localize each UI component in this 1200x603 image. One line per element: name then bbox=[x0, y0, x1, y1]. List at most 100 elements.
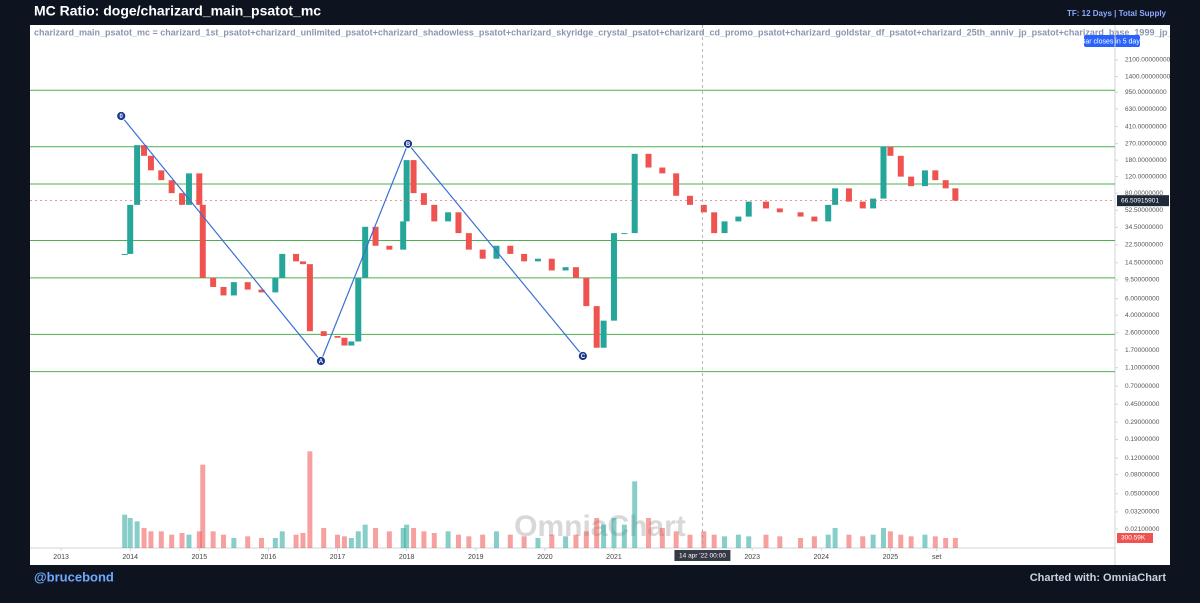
y-tick-label: 2.60000000 bbox=[1125, 329, 1160, 336]
volume-bar bbox=[621, 524, 627, 548]
candle bbox=[686, 195, 693, 205]
volume-bar bbox=[583, 531, 589, 548]
volume-bar bbox=[535, 538, 541, 548]
y-tick-label: 1.10000000 bbox=[1125, 365, 1160, 372]
y-tick-label: 0.19000000 bbox=[1125, 436, 1160, 443]
volume-label: 300.59K bbox=[1121, 535, 1146, 542]
pattern-point bbox=[403, 138, 413, 149]
crosshair-label: 14 apr '22 00:00 bbox=[679, 553, 726, 560]
candle bbox=[341, 337, 348, 346]
volume-bar bbox=[922, 534, 928, 548]
x-tick-label: 2015 bbox=[192, 554, 208, 561]
y-tick-label: 1.70000000 bbox=[1125, 347, 1160, 354]
volume-bar bbox=[763, 534, 769, 548]
volume-bar bbox=[421, 531, 427, 548]
candle bbox=[431, 204, 438, 222]
candle bbox=[306, 264, 313, 332]
volume-bar bbox=[169, 534, 175, 548]
volume-bar bbox=[221, 534, 227, 548]
candle bbox=[272, 277, 279, 293]
volume-bar bbox=[673, 531, 679, 548]
y-tick-label: 6.00000000 bbox=[1125, 295, 1160, 302]
x-tick-label: 2020 bbox=[537, 554, 553, 561]
volume-bar bbox=[122, 514, 128, 548]
volume-bar bbox=[386, 531, 392, 548]
candle bbox=[700, 204, 707, 213]
pattern-label: C bbox=[581, 354, 586, 360]
volume-bar bbox=[507, 534, 513, 548]
volume-bar bbox=[411, 528, 417, 548]
candle bbox=[897, 155, 904, 177]
candle bbox=[279, 253, 286, 278]
volume-bar bbox=[186, 534, 192, 548]
candle bbox=[168, 180, 175, 194]
credit: Charted with: OmniaChart bbox=[1030, 572, 1167, 584]
volume-label-bg bbox=[1117, 532, 1153, 543]
pattern-line bbox=[320, 143, 409, 362]
volume-bar bbox=[711, 534, 717, 548]
y-tick-label: 270.00000000 bbox=[1125, 140, 1167, 147]
candle bbox=[465, 233, 472, 250]
candle bbox=[445, 212, 452, 222]
candle bbox=[362, 226, 369, 278]
candle bbox=[355, 277, 362, 342]
volume-bar bbox=[777, 536, 783, 548]
author: @brucebond bbox=[34, 569, 114, 584]
y-tick-label: 9.50000000 bbox=[1125, 277, 1160, 284]
volume-bar bbox=[746, 536, 752, 548]
crosshair-label-bg bbox=[674, 550, 731, 561]
candle bbox=[645, 153, 652, 168]
candle bbox=[859, 201, 866, 209]
volume-bar bbox=[701, 531, 707, 548]
candle bbox=[121, 253, 128, 255]
pattern-point bbox=[316, 356, 326, 366]
candle bbox=[745, 201, 752, 217]
candle bbox=[293, 253, 300, 262]
candle bbox=[797, 212, 804, 217]
y-tick-label: 14.50000000 bbox=[1125, 259, 1163, 266]
candle bbox=[334, 336, 341, 338]
candle bbox=[600, 320, 607, 348]
candle bbox=[493, 245, 500, 259]
watermark: OmniaChart bbox=[514, 510, 686, 543]
candle bbox=[141, 145, 148, 156]
volume-bar bbox=[563, 536, 569, 548]
y-tick-label: 0.70000000 bbox=[1125, 383, 1160, 390]
y-tick-label: 2100.00000000 bbox=[1125, 57, 1171, 64]
pattern-point bbox=[577, 351, 588, 361]
candle bbox=[199, 204, 206, 278]
candle bbox=[179, 193, 186, 205]
volume-bar bbox=[210, 531, 216, 548]
plot: 2100.00000000 1400.00000000 950.00000000 63… bbox=[30, 25, 1171, 561]
candle bbox=[932, 170, 939, 181]
volume-bar bbox=[355, 531, 361, 548]
chart-panel bbox=[30, 25, 1170, 565]
volume-bar bbox=[272, 538, 278, 548]
badge: Bar closes in 5 days bbox=[1081, 38, 1144, 45]
volume-bar bbox=[611, 518, 617, 548]
volume-bar bbox=[798, 538, 804, 548]
pattern-line bbox=[407, 143, 584, 357]
volume-bar bbox=[293, 534, 299, 548]
candle bbox=[621, 233, 628, 235]
volume-bar bbox=[231, 538, 237, 548]
candle bbox=[185, 173, 192, 205]
candle bbox=[887, 146, 894, 156]
volume-bar bbox=[659, 528, 665, 548]
candle bbox=[870, 198, 877, 209]
x-tick-label: 2019 bbox=[468, 554, 484, 561]
volume-bar bbox=[932, 536, 938, 548]
y-tick-label: 410.00000000 bbox=[1125, 123, 1167, 130]
candle bbox=[244, 282, 251, 290]
y-tick-label: 0.02100000 bbox=[1125, 526, 1160, 533]
candle bbox=[196, 173, 203, 205]
volume-bar bbox=[348, 538, 354, 548]
candle bbox=[845, 188, 852, 202]
volume-bar bbox=[400, 528, 406, 548]
y-tick-label: 34.50000000 bbox=[1125, 224, 1163, 231]
volume-bar bbox=[259, 538, 265, 548]
candle bbox=[811, 216, 818, 222]
volume-bar bbox=[148, 531, 154, 548]
candle bbox=[320, 331, 327, 337]
